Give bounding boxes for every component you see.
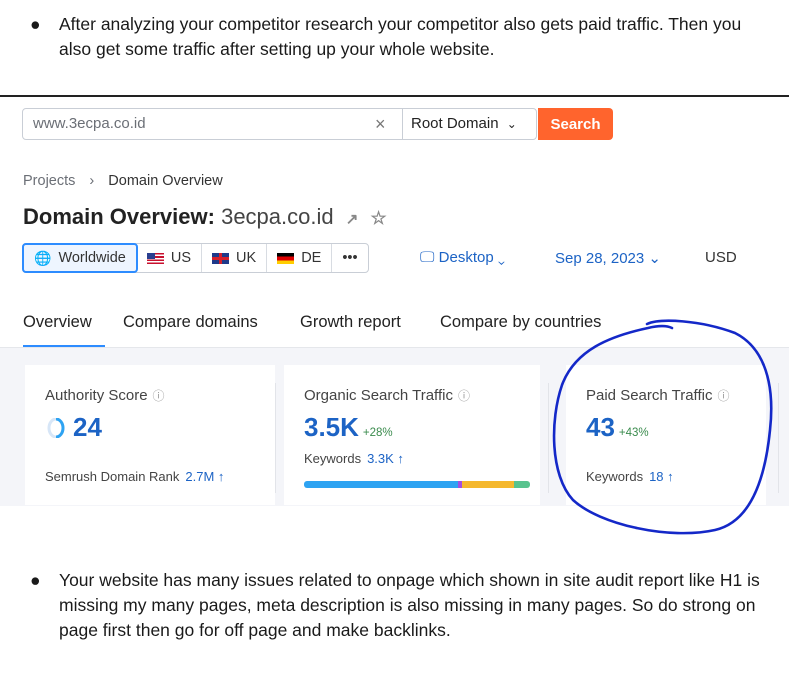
- domain-search-bar: www.3ecpa.co.id × Root Domain ⌄: [22, 108, 537, 140]
- card-divider: [548, 383, 549, 493]
- paid-keywords-value[interactable]: 18 ↑: [649, 469, 674, 484]
- date-label: Sep 28, 2023: [555, 250, 645, 267]
- date-select[interactable]: Sep 28, 2023 ⌄: [555, 249, 661, 267]
- paid-keywords: Keywords 18 ↑: [586, 469, 674, 484]
- organic-keywords: Keywords 3.3K ↑: [304, 451, 404, 466]
- breadcrumb-projects[interactable]: Projects: [23, 173, 76, 189]
- tab-compare-by-countries[interactable]: Compare by countries: [440, 313, 602, 331]
- root-domain-select[interactable]: Root Domain ⌄: [411, 115, 517, 132]
- star-icon[interactable]: ☆: [370, 208, 387, 228]
- desktop-icon: 🖵: [420, 249, 435, 266]
- more-icon: •••: [342, 250, 358, 266]
- page-title-prefix: Domain Overview:: [23, 204, 215, 229]
- divider: [402, 109, 403, 139]
- authority-score-card: Authority Score ⓘ 24 Semrush Domain Rank 2…: [25, 365, 275, 505]
- de-flag-icon: [277, 252, 295, 264]
- paid-traffic-title: Paid Search Traffic: [586, 387, 713, 404]
- domain-rank-label: Semrush Domain Rank: [45, 469, 180, 484]
- info-icon[interactable]: ⓘ: [717, 389, 730, 403]
- search-button[interactable]: Search: [538, 108, 613, 140]
- paid-traffic-label: Paid Search Traffic ⓘ: [586, 387, 729, 404]
- external-link-icon[interactable]: ↗: [345, 211, 359, 228]
- us-flag-icon: [146, 252, 164, 264]
- tab-compare-domains[interactable]: Compare domains: [123, 313, 258, 331]
- organic-traffic-value[interactable]: 3.5K +28%: [304, 412, 393, 443]
- breadcrumb-current: Domain Overview: [108, 173, 223, 189]
- info-icon[interactable]: ⓘ: [457, 389, 470, 403]
- authority-score-title: Authority Score: [45, 387, 148, 404]
- authority-score-value[interactable]: 24: [47, 412, 102, 443]
- region-worldwide[interactable]: 🌐 Worldwide: [22, 243, 138, 273]
- region-uk[interactable]: UK: [202, 244, 268, 272]
- page-title-domain: 3ecpa.co.id: [221, 204, 334, 229]
- authority-score-label: Authority Score ⓘ: [45, 387, 165, 404]
- close-icon[interactable]: ×: [375, 114, 386, 134]
- distribution-segment: [457, 481, 463, 488]
- region-label: UK: [236, 250, 257, 266]
- organic-keywords-value[interactable]: 3.3K ↑: [367, 451, 404, 466]
- active-tab-indicator: [23, 345, 105, 347]
- region-selector: 🌐 Worldwide US UK DE •••: [22, 243, 369, 273]
- bullet-dot: ●: [30, 570, 41, 590]
- semrush-screenshot: www.3ecpa.co.id × Root Domain ⌄ Search P…: [0, 95, 789, 506]
- paid-traffic-number: 43: [586, 412, 615, 442]
- device-select[interactable]: 🖵 Desktop ⌄: [420, 249, 505, 266]
- breadcrumb-separator: ›: [89, 173, 95, 189]
- domain-rank: Semrush Domain Rank 2.7M ↑: [45, 469, 224, 484]
- card-divider: [275, 383, 276, 493]
- region-more[interactable]: •••: [332, 244, 367, 272]
- region-label: DE: [301, 250, 322, 266]
- page-title: Domain Overview: 3ecpa.co.id ↗ ☆: [23, 204, 387, 230]
- tab-overview[interactable]: Overview: [23, 313, 92, 331]
- authority-gauge-icon: [47, 417, 65, 439]
- region-label: Worldwide: [58, 250, 126, 266]
- globe-icon: 🌐: [34, 249, 52, 266]
- paid-traffic-value[interactable]: 43 +43%: [586, 412, 649, 443]
- tabs-divider: [0, 347, 789, 348]
- search-input[interactable]: www.3ecpa.co.id: [33, 115, 146, 132]
- region-de[interactable]: DE: [267, 244, 333, 272]
- organic-keywords-label: Keywords: [304, 451, 362, 466]
- bullet-dot: ●: [30, 14, 41, 34]
- distribution-segment: [304, 481, 458, 488]
- breadcrumb: Projects › Domain Overview: [23, 173, 223, 189]
- card-divider: [778, 383, 779, 493]
- organic-traffic-number: 3.5K: [304, 412, 359, 442]
- screenshot-top-border: [0, 95, 789, 97]
- info-icon[interactable]: ⓘ: [152, 389, 165, 403]
- bullet-text: Your website has many issues related to …: [59, 570, 760, 640]
- paid-keywords-label: Keywords: [586, 469, 644, 484]
- paid-traffic-delta: +43%: [618, 427, 649, 439]
- region-us[interactable]: US: [137, 244, 203, 272]
- bullet-text: After analyzing your competitor research…: [59, 14, 742, 59]
- chevron-down-icon: ⌄: [497, 249, 505, 266]
- chevron-down-icon: ⌄: [648, 250, 661, 267]
- region-label: US: [170, 250, 192, 266]
- device-label: Desktop: [438, 249, 494, 266]
- currency-label[interactable]: USD: [705, 249, 737, 266]
- domain-rank-value[interactable]: 2.7M ↑: [185, 469, 225, 484]
- authority-score-number: 24: [73, 412, 102, 442]
- chevron-down-icon: ⌄: [506, 117, 517, 131]
- paid-traffic-card: Paid Search Traffic ⓘ 43 +43% Keywords 18 ↑: [566, 365, 766, 505]
- uk-flag-icon: [212, 252, 230, 264]
- root-domain-label: Root Domain: [411, 115, 499, 132]
- organic-traffic-delta: +28%: [362, 427, 393, 439]
- organic-traffic-label: Organic Search Traffic ⓘ: [304, 387, 470, 404]
- distribution-segment: [514, 481, 530, 488]
- distribution-segment: [462, 481, 515, 488]
- tab-growth-report[interactable]: Growth report: [300, 313, 401, 331]
- organic-distribution-bar: [304, 481, 530, 488]
- organic-traffic-title: Organic Search Traffic: [304, 387, 453, 404]
